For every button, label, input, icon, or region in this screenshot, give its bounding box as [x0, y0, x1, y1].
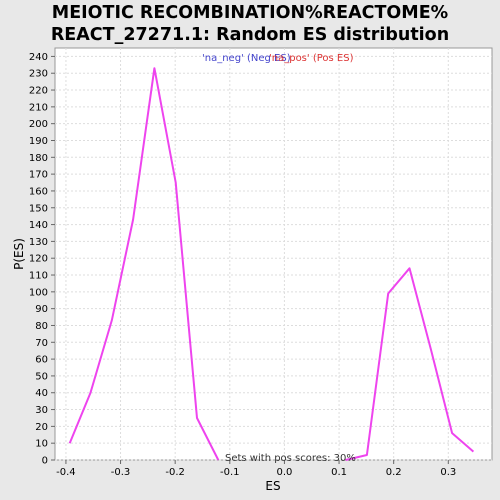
x-axis-ticks: -0.4 -0.3 -0.2 -0.1 0.0 0.1 0.2 0.3 [56, 460, 456, 478]
y-axis-label: P(ES) [12, 238, 26, 270]
y-tick-label: 200 [29, 119, 48, 130]
series-line-1 [68, 67, 220, 461]
y-tick-label: 30 [35, 405, 48, 416]
y-tick-label: 170 [29, 170, 48, 181]
y-tick-label: 10 [35, 439, 48, 450]
chart-title-line-1: MEIOTIC RECOMBINATION%REACTOME% [52, 3, 448, 23]
y-tick-label: 140 [29, 220, 48, 231]
y-tick-label: 0 [42, 456, 48, 467]
y-tick-label: 210 [29, 102, 48, 113]
y-tick-label: 100 [29, 287, 48, 298]
y-tick-label: 180 [29, 153, 48, 164]
x-tick-label: 0.0 [276, 467, 292, 478]
y-tick-label: 90 [35, 304, 48, 315]
y-tick-label: 190 [29, 136, 48, 147]
y-tick-label: 50 [35, 371, 48, 382]
y-tick-label: 40 [35, 388, 48, 399]
x-tick-label: 0.1 [331, 467, 347, 478]
y-tick-label: 120 [29, 254, 48, 265]
y-tick-label: 70 [35, 338, 48, 349]
annotation-pos-scores: Sets with pos scores: 30% [225, 453, 356, 464]
y-tick-label: 130 [29, 237, 48, 248]
y-tick-label: 240 [29, 52, 48, 63]
chart-title-line-2: REACT_27271.1: Random ES distribution [51, 25, 449, 45]
y-tick-label: 220 [29, 86, 48, 97]
series-line-2 [345, 267, 475, 461]
y-tick-label: 230 [29, 69, 48, 80]
y-tick-label: 110 [29, 271, 48, 282]
y-tick-label: 80 [35, 321, 48, 332]
x-tick-label: -0.1 [220, 467, 240, 478]
legend-entry-pos: 'na_pos' (Pos ES) [269, 53, 354, 64]
grid [55, 48, 492, 461]
y-tick-label: 60 [35, 355, 48, 366]
x-tick-label: 0.2 [386, 467, 402, 478]
plot-area [54, 47, 493, 461]
y-axis-ticks: 0 10 20 30 40 50 60 70 80 90 100 110 120 130 140 150 160… [29, 52, 55, 467]
x-tick-label: 0.3 [440, 467, 456, 478]
series-group [68, 67, 475, 461]
x-tick-label: -0.4 [56, 467, 76, 478]
x-tick-label: -0.3 [111, 467, 131, 478]
x-tick-label: -0.2 [165, 467, 185, 478]
x-axis-label: ES [265, 479, 280, 493]
y-tick-label: 20 [35, 422, 48, 433]
legend-entry-neg: 'na_neg' (Neg ES) [202, 53, 291, 64]
y-tick-label: 150 [29, 203, 48, 214]
y-tick-label: 160 [29, 186, 48, 197]
